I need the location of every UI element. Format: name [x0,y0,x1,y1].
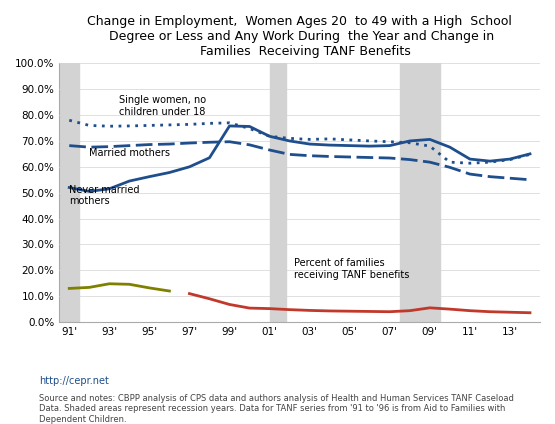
Text: Married mothers: Married mothers [89,148,170,159]
Text: Never married
mothers: Never married mothers [69,185,140,206]
Bar [270,63,286,322]
Text: http://cepr.net: http://cepr.net [39,376,109,386]
Bar [400,63,440,322]
Text: Single women, no
children under 18: Single women, no children under 18 [119,95,206,117]
Text: Source and notes: CBPP analysis of CPS data and authors analysis of Health and H: Source and notes: CBPP analysis of CPS d… [39,394,514,424]
Bar [59,63,79,322]
Text: Percent of families
receiving TANF benefits: Percent of families receiving TANF benef… [294,259,409,280]
Title: Change in Employment,  Women Ages 20  to 49 with a High  School
 Degree or Less : Change in Employment, Women Ages 20 to 4… [87,15,512,58]
